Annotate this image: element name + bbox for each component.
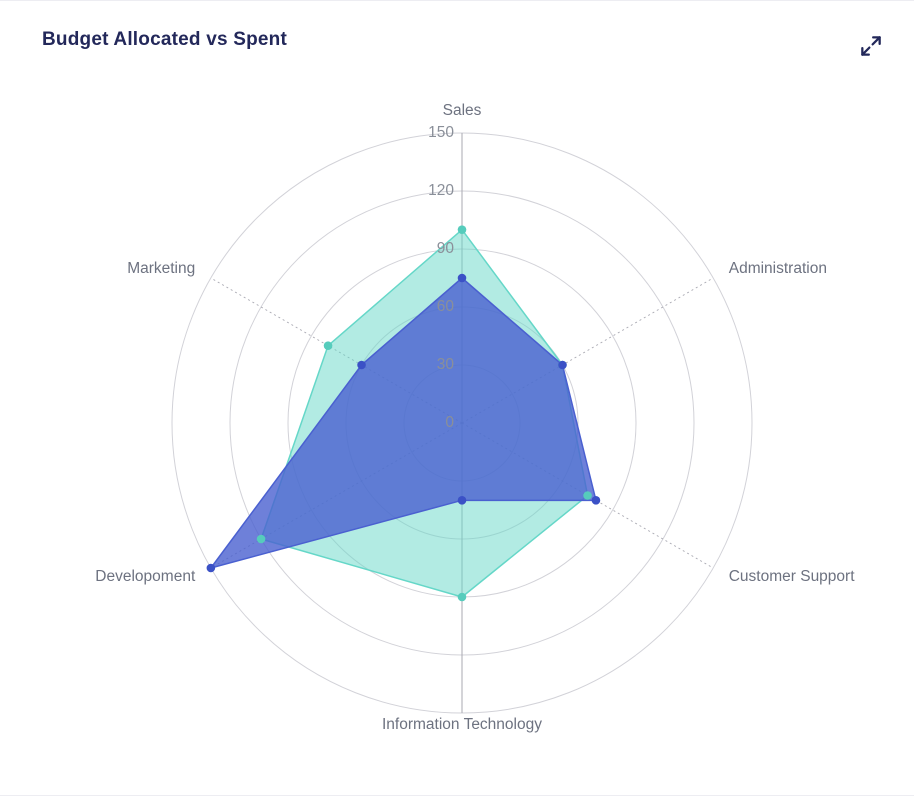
data-point[interactable] xyxy=(457,592,467,602)
axis-label: Customer Support xyxy=(729,568,855,585)
tick-label: 120 xyxy=(428,182,454,199)
data-point[interactable] xyxy=(457,496,467,505)
data-point[interactable] xyxy=(583,491,592,500)
radial-tick-labels: 0 30 60 90 120 150 xyxy=(428,124,454,431)
tick-label: 60 xyxy=(437,298,455,315)
axis-label: Information Technology xyxy=(382,716,542,733)
tick-label: 0 xyxy=(445,414,454,431)
axis-label: Developoment xyxy=(95,568,196,585)
axis-label: Administration xyxy=(729,260,827,277)
data-point[interactable] xyxy=(558,360,567,370)
axis-labels: Sales Administration Customer Support Infor… xyxy=(95,102,855,733)
tick-label: 150 xyxy=(428,124,454,141)
series-markers-spent xyxy=(206,273,601,573)
axis-label: Sales xyxy=(443,102,482,119)
data-point[interactable] xyxy=(591,496,601,505)
expand-button[interactable] xyxy=(854,29,888,63)
tick-label: 90 xyxy=(437,240,455,257)
data-point[interactable] xyxy=(357,360,366,370)
axis-label: Marketing xyxy=(127,260,195,277)
data-point[interactable] xyxy=(206,563,216,573)
expand-icon xyxy=(861,36,881,56)
data-point[interactable] xyxy=(256,534,266,544)
data-point[interactable] xyxy=(457,273,467,283)
data-point[interactable] xyxy=(323,341,333,350)
tick-label: 30 xyxy=(437,356,455,373)
data-point[interactable] xyxy=(457,225,467,234)
